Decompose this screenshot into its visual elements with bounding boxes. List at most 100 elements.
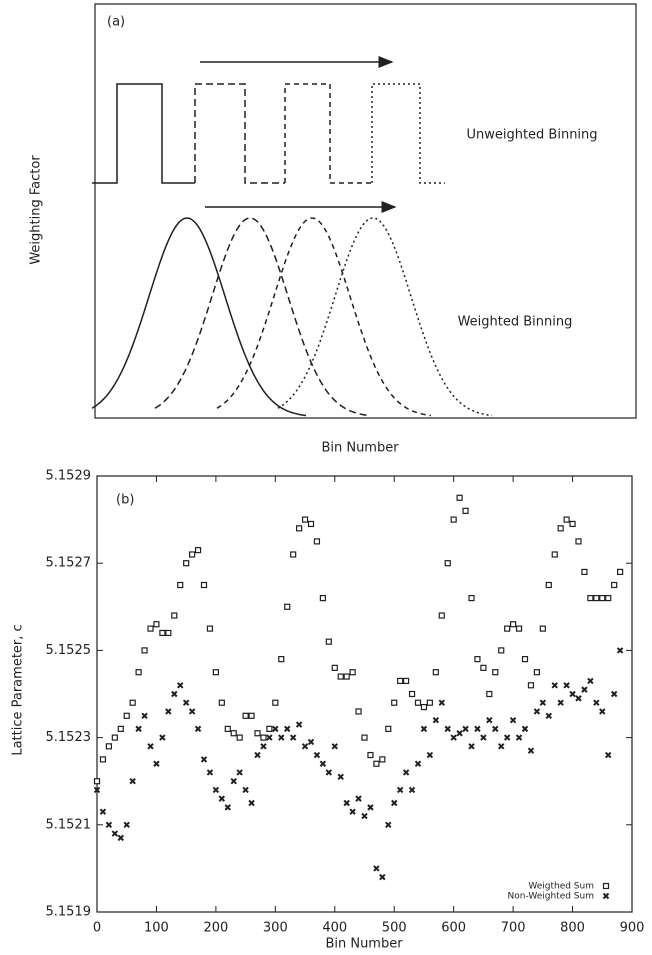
point	[307, 738, 315, 746]
point	[420, 725, 428, 733]
point	[539, 625, 546, 632]
gaussian	[216, 217, 432, 417]
point	[444, 560, 451, 567]
point	[587, 677, 594, 685]
point	[105, 743, 112, 750]
point	[284, 725, 291, 733]
panel-a-frame	[94, 3, 637, 419]
point	[498, 647, 505, 654]
point	[194, 547, 202, 554]
annotation: Weighted Binning	[458, 315, 573, 330]
point	[99, 808, 107, 815]
y-tick-label: 5.1527	[46, 556, 92, 571]
x-tick-label: 100	[144, 921, 169, 936]
point	[200, 756, 208, 763]
point	[385, 725, 392, 732]
point	[218, 699, 225, 706]
point	[313, 538, 321, 545]
legend-label: Non-Weighted Sum	[508, 892, 594, 902]
point	[426, 699, 433, 706]
point	[515, 625, 523, 632]
point	[426, 751, 434, 759]
point	[194, 725, 202, 733]
point	[290, 551, 297, 558]
panel-b-frame	[96, 475, 633, 913]
point	[301, 743, 309, 750]
point	[468, 743, 475, 750]
point	[480, 734, 487, 741]
point	[295, 721, 303, 728]
y-tick-label: 5.1529	[46, 469, 92, 484]
point	[575, 695, 582, 702]
point	[153, 621, 160, 628]
y-tick-label: 5.1523	[46, 730, 92, 745]
point	[563, 682, 570, 689]
point	[367, 751, 374, 759]
panel-label: (a)	[107, 15, 125, 30]
point	[379, 873, 386, 881]
point	[545, 712, 552, 720]
point	[129, 777, 136, 785]
point	[141, 647, 148, 654]
point	[224, 804, 231, 811]
point	[343, 799, 350, 807]
pulse	[284, 83, 372, 184]
point	[319, 760, 327, 767]
point	[307, 520, 315, 528]
point	[581, 568, 588, 576]
point	[242, 786, 249, 794]
pulse	[92, 83, 195, 184]
x-tick-label: 300	[263, 921, 288, 936]
point	[551, 551, 558, 558]
point	[498, 743, 505, 750]
point	[545, 581, 552, 589]
point	[159, 629, 166, 637]
point	[343, 673, 350, 680]
point	[581, 686, 588, 693]
point	[557, 525, 564, 532]
point	[230, 777, 237, 785]
point	[183, 560, 190, 567]
point	[444, 725, 451, 733]
x-tick-label: 200	[203, 921, 228, 936]
point	[391, 699, 398, 706]
point	[105, 821, 113, 829]
point	[165, 629, 172, 637]
point	[177, 682, 184, 689]
point	[396, 786, 404, 794]
x-tick-label: 900	[620, 921, 645, 936]
point	[123, 821, 130, 829]
y-axis-label: Lattice Parameter, c	[11, 624, 26, 755]
point	[509, 716, 517, 724]
point	[617, 568, 624, 576]
point	[325, 769, 333, 776]
point	[278, 734, 285, 741]
point	[337, 673, 344, 680]
point	[296, 525, 303, 532]
point	[159, 734, 166, 741]
point	[331, 664, 338, 671]
pulse	[371, 83, 445, 184]
point	[212, 669, 219, 676]
y-axis-label: Weighting Factor	[29, 155, 44, 265]
point	[599, 708, 606, 715]
point	[135, 725, 142, 733]
point	[218, 795, 226, 802]
x-tick-label: 0	[93, 921, 101, 936]
point	[248, 799, 255, 807]
point	[450, 734, 457, 741]
gaussian	[154, 217, 370, 417]
point	[242, 712, 249, 719]
point	[206, 769, 214, 776]
point	[319, 594, 326, 602]
point	[456, 730, 463, 737]
point	[254, 730, 261, 737]
point	[385, 821, 392, 829]
point	[200, 581, 208, 589]
point	[355, 708, 362, 715]
point	[236, 769, 243, 776]
point	[117, 725, 124, 732]
point	[557, 699, 564, 706]
point	[373, 760, 380, 767]
